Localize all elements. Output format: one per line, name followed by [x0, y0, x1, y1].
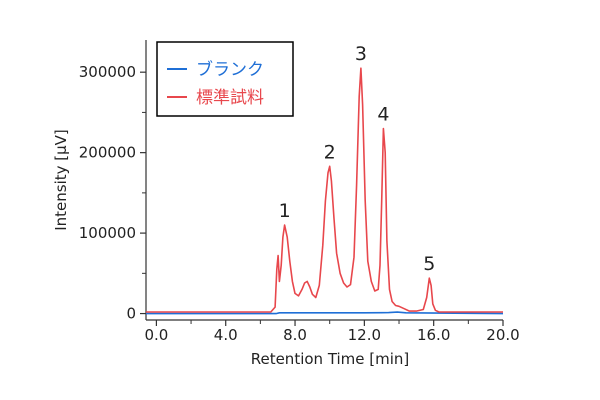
x-tick-label: 12.0 [348, 326, 381, 344]
x-axis-title: Retention Time [min] [251, 350, 410, 368]
peak-label: 3 [355, 43, 367, 65]
peak-label: 5 [423, 253, 435, 275]
peak-label: 2 [324, 141, 336, 163]
legend-label-blank: ブランク [196, 59, 264, 80]
legend: ブランク 標準試料 [156, 41, 294, 117]
x-tick-label: 0.0 [144, 326, 168, 344]
x-ticks: 0.0 4.0 8.0 12.0 16.0 20.0 [144, 320, 520, 344]
peak-label: 1 [279, 200, 291, 222]
series-line-standard [146, 67, 503, 313]
y-axis-title: Intensity [µV] [52, 129, 70, 231]
x-tick-label: 4.0 [214, 326, 238, 344]
series-layer [146, 67, 504, 315]
x-tick-label: 20.0 [486, 326, 519, 344]
x-tick-label: 16.0 [417, 326, 450, 344]
y-tick-label: 100000 [79, 224, 136, 242]
peak-label: 4 [377, 104, 389, 126]
y-tick-label: 200000 [79, 144, 136, 162]
y-tick-label: 300000 [79, 63, 136, 81]
peak-annotations: 1 2 3 4 5 [279, 43, 436, 275]
x-tick-label: 8.0 [283, 326, 307, 344]
y-tick-label: 0 [126, 305, 136, 323]
legend-box [156, 41, 294, 117]
y-ticks: 0 100000 200000 300000 [79, 63, 146, 323]
legend-label-standard: 標準試料 [196, 88, 264, 108]
series-line-blank [146, 311, 504, 315]
